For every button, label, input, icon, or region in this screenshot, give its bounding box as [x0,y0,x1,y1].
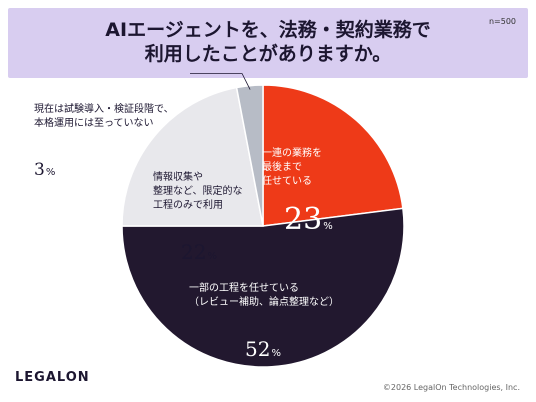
chart-title-line-1: AIエージェントを、法務・契約業務で [105,19,431,41]
label-limited-text: 情報収集や 整理など、限定的な 工程のみで利用 [153,172,243,211]
pie-slice-partial [121,207,405,368]
label-trial-value: 3 [34,160,45,180]
leader-line-trial [190,73,251,90]
label-limited: 情報収集や 整理など、限定的な 工程のみで利用 22% [153,157,273,278]
pie-slice-full [262,84,404,227]
label-trial: 現在は試験導入・検証段階で、 本格運用には至っていない 3% [34,89,204,194]
pie-slice-trial [235,84,264,227]
title-band: AIエージェントを、法務・契約業務で 利用したことがありますか。 n=500 [8,8,528,78]
label-partial-text: 一部の工程を任せている （レビュー補助、論点整理など） [189,283,339,308]
legalon-logo: LEGALON [15,370,90,385]
chart-title-line-2: 利用したことがありますか。 [144,43,392,65]
label-full: 一連の業務を 最後まで 任せている 23% [262,133,372,248]
label-partial-value: 52 [245,337,271,361]
label-partial-unit: % [271,348,281,359]
label-trial-text: 現在は試験導入・検証段階で、 本格運用には至っていない [34,104,174,129]
sample-size: n=500 [488,17,516,26]
label-partial: 一部の工程を任せている （レビュー補助、論点整理など） 52% [189,268,389,375]
label-limited-value: 22 [181,240,207,264]
label-trial-unit: % [45,167,56,178]
pie-slice-limited [121,86,264,227]
label-full-value: 23 [284,202,323,237]
label-limited-unit: % [207,251,217,262]
label-full-text: 一連の業務を 最後まで 任せている [262,148,322,187]
label-full-unit: % [323,221,333,232]
chart-title: AIエージェントを、法務・契約業務で 利用したことがありますか。 [8,18,528,66]
copyright: ©2026 LegalOn Technologies, Inc. [382,383,520,392]
